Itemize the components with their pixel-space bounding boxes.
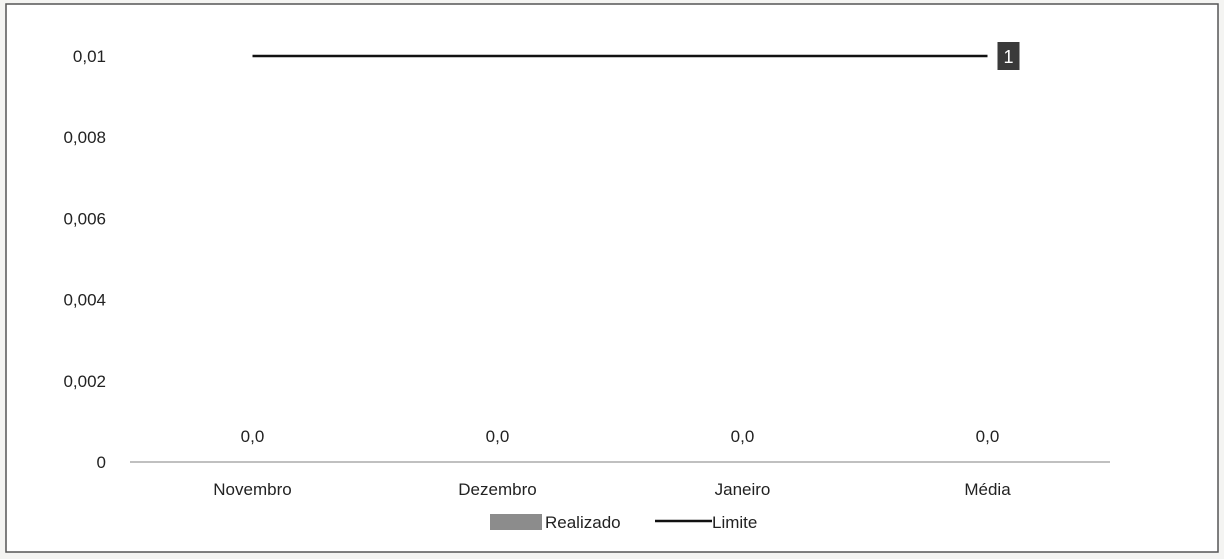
chart-frame	[5, 3, 1219, 553]
limit-series-group: 1	[252, 42, 1020, 70]
bar-data-label: 0,0	[731, 427, 755, 446]
y-tick-label: 0,01	[73, 47, 106, 66]
limit-end-label: 1	[1003, 47, 1013, 67]
x-tick-label: Dezembro	[458, 480, 536, 499]
data-labels-group: 0,0 0,0 0,0 0,0	[241, 427, 1000, 446]
legend-label-realizado: Realizado	[545, 513, 621, 532]
x-tick-label: Média	[964, 480, 1011, 499]
bar-data-label: 0,0	[241, 427, 265, 446]
y-tick-label: 0,008	[63, 128, 106, 147]
y-tick-label: 0,006	[63, 209, 106, 228]
x-axis: Novembro Dezembro Janeiro Média	[213, 480, 1011, 499]
bar-data-label: 0,0	[486, 427, 510, 446]
y-axis: 0,01 0,008 0,006 0,004 0,002 0	[63, 47, 106, 472]
x-tick-label: Janeiro	[715, 480, 771, 499]
legend-swatch-realizado	[490, 514, 542, 530]
legend: Realizado Limite	[490, 513, 757, 532]
legend-label-limite: Limite	[712, 513, 757, 532]
y-tick-label: 0	[97, 453, 106, 472]
y-tick-label: 0,004	[63, 291, 106, 310]
x-tick-label: Novembro	[213, 480, 291, 499]
y-tick-label: 0,002	[63, 372, 106, 391]
bar-data-label: 0,0	[976, 427, 1000, 446]
limit-end-label-box	[997, 42, 1020, 70]
